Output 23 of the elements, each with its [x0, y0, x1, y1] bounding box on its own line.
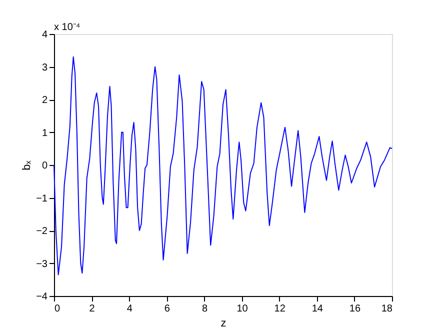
y-tick-label: 1: [42, 128, 48, 139]
x-axis-title: z: [220, 318, 226, 328]
x-tick-label: 16: [349, 304, 361, 314]
y-tick-label: −4: [36, 292, 48, 302]
x-tick-label: 8: [202, 304, 208, 314]
x-tick-label: 18: [381, 304, 393, 314]
x-tick-label: 4: [126, 304, 133, 314]
y-tick-label: 2: [42, 95, 48, 106]
x-tick-label: 12: [274, 304, 286, 314]
y-tick-label: −3: [36, 258, 48, 270]
y-axis-title: bₓ: [21, 160, 34, 170]
x-tick-label: 6: [164, 304, 170, 314]
x-tick-label: 2: [89, 304, 96, 314]
x-tick-label: 10: [236, 304, 248, 314]
y-tick-label: −1: [36, 193, 48, 204]
y-tick-label: −2: [36, 226, 48, 237]
y-tick-label: 0: [42, 160, 48, 172]
line-series: [54, 56, 392, 276]
y-tick-label: 3: [42, 62, 48, 74]
y-tick-label: 4: [42, 30, 48, 40]
text: x 10⁻⁴: [54, 22, 80, 33]
x-tick-label: 0: [54, 304, 60, 314]
x-tick-label: 14: [312, 304, 324, 314]
